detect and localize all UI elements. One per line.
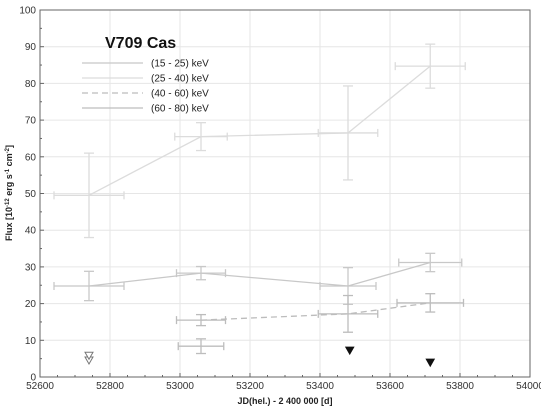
y-tick-label: 10 <box>25 336 37 347</box>
legend-label: (60 - 80) keV <box>151 104 209 115</box>
legend-label: (40 - 60) keV <box>151 89 209 100</box>
series-1 <box>53 252 463 305</box>
y-tick-label: 0 <box>30 373 36 384</box>
series-line <box>88 261 431 287</box>
upper-limit-filled <box>344 346 355 356</box>
series-2 <box>53 43 466 239</box>
series-3 <box>175 293 465 333</box>
series-4 <box>177 338 225 355</box>
series-layer <box>53 43 466 355</box>
y-tick-label: 100 <box>19 6 36 17</box>
data-point <box>175 265 227 281</box>
data-point <box>177 338 225 355</box>
x-tick-label: 53200 <box>236 381 264 392</box>
x-axis-label: JD(hel.) - 2 400 000 [d] <box>237 396 332 406</box>
data-point <box>175 313 227 327</box>
x-tick-label: 52600 <box>26 381 54 392</box>
chart-title: V709 Cas <box>105 35 176 52</box>
y-tick-label: 50 <box>25 189 37 200</box>
y-tick-label: 90 <box>25 42 37 53</box>
y-tick-label: 30 <box>25 262 37 273</box>
x-tick-label: 53600 <box>376 381 404 392</box>
x-tick-label: 53800 <box>446 381 474 392</box>
data-point <box>174 122 228 152</box>
y-tick-label: 20 <box>25 299 37 310</box>
legend-label: (25 - 40) keV <box>151 74 209 85</box>
y-axis-label-part: -12 <box>5 198 11 207</box>
legend-item: (15 - 25) keV <box>82 59 209 70</box>
data-point <box>53 270 125 302</box>
y-axis-label: Flux [10-12 erg s-1 cm-2] <box>4 145 14 241</box>
y-tick-label: 70 <box>25 116 37 127</box>
legend-item: (25 - 40) keV <box>82 74 209 85</box>
y-tick-label: 60 <box>25 152 37 163</box>
y-axis-label-part: erg s <box>4 174 14 198</box>
x-tick-label: 53400 <box>306 381 334 392</box>
y-axis-label-part: Flux [10 <box>4 207 14 241</box>
data-point <box>317 85 379 181</box>
upper-limit-open <box>84 351 94 361</box>
series-line <box>200 302 431 321</box>
x-tick-label: 53000 <box>166 381 194 392</box>
y-axis-label-part: -2 <box>5 147 11 153</box>
data-point <box>319 266 377 305</box>
y-tick-label: 40 <box>25 226 37 237</box>
upper-limits-layer <box>84 346 436 368</box>
x-tick-label: 52800 <box>96 381 124 392</box>
series-line <box>88 65 431 196</box>
grid <box>39 9 531 378</box>
legend: (15 - 25) keV (25 - 40) keV (40 - 60) keV (… <box>82 59 209 115</box>
data-point <box>394 43 466 89</box>
y-axis-label-part: -1 <box>5 168 11 174</box>
upper-limit-filled <box>425 358 436 368</box>
legend-item: (40 - 60) keV <box>82 89 209 100</box>
y-axis-ticks: 0 10 20 30 40 50 60 70 80 90 100 <box>19 6 44 384</box>
y-tick-label: 80 <box>25 79 37 90</box>
data-point <box>396 293 465 313</box>
y-axis-label-part: ] <box>4 145 14 148</box>
data-point <box>53 152 125 239</box>
legend-label: (15 - 25) keV <box>151 59 209 70</box>
y-axis-label-part: cm <box>4 153 14 169</box>
data-point <box>398 252 463 273</box>
data-point <box>317 294 379 333</box>
legend-item: (60 - 80) keV <box>82 104 209 115</box>
